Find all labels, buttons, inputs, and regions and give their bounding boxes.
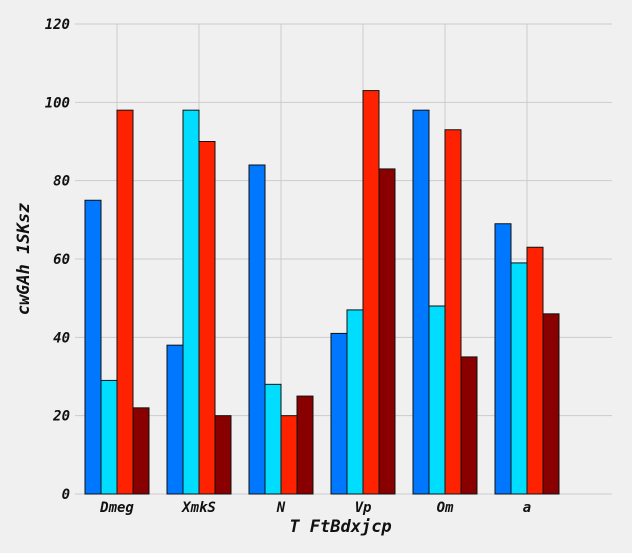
x-tick-label: N: [276, 500, 286, 516]
bar: [264, 383, 282, 495]
bar: [296, 395, 314, 495]
bar: [362, 90, 380, 495]
bar: [526, 246, 544, 495]
y-tick-label: 80: [53, 174, 70, 190]
bar: [444, 129, 462, 495]
bar: [100, 379, 118, 495]
bar: [132, 407, 150, 495]
x-tick-label: XmkS: [181, 500, 216, 516]
bar: [346, 309, 364, 495]
bar: [330, 332, 348, 495]
bar: [460, 356, 478, 495]
x-tick-label: Dmeg: [99, 500, 134, 516]
x-tick-label: Vp: [355, 500, 372, 516]
x-tick-label: Om: [437, 500, 454, 516]
bar: [280, 415, 298, 495]
bars-layer: [84, 90, 560, 495]
x-tick-label: a: [523, 500, 531, 516]
bar: [428, 305, 446, 495]
bar: [494, 223, 512, 495]
bar: [116, 109, 134, 495]
y-axis-label: cwGAh 1SKsz: [14, 203, 34, 316]
bar: [166, 344, 184, 495]
bar: [378, 168, 396, 495]
bar: [412, 109, 430, 495]
bar: [248, 164, 266, 495]
y-tick-labels: 0 20 40 60 80 100 120: [45, 17, 70, 503]
y-tick-label: 40: [53, 330, 70, 346]
x-axis-label: T FtBdxjcp: [289, 517, 391, 537]
x-tick-labels: Dmeg XmkS N Vp Om a: [99, 500, 531, 516]
y-tick-label: 100: [45, 95, 70, 111]
bar: [198, 141, 216, 495]
bar: [510, 262, 528, 495]
y-tick-label: 120: [45, 17, 70, 33]
bar: [84, 199, 102, 495]
bar: [214, 415, 232, 495]
y-tick-label: 60: [53, 252, 70, 268]
bar: [182, 109, 200, 495]
bar: [542, 313, 560, 495]
y-tick-label: 0: [62, 487, 70, 503]
y-tick-label: 20: [52, 409, 70, 425]
